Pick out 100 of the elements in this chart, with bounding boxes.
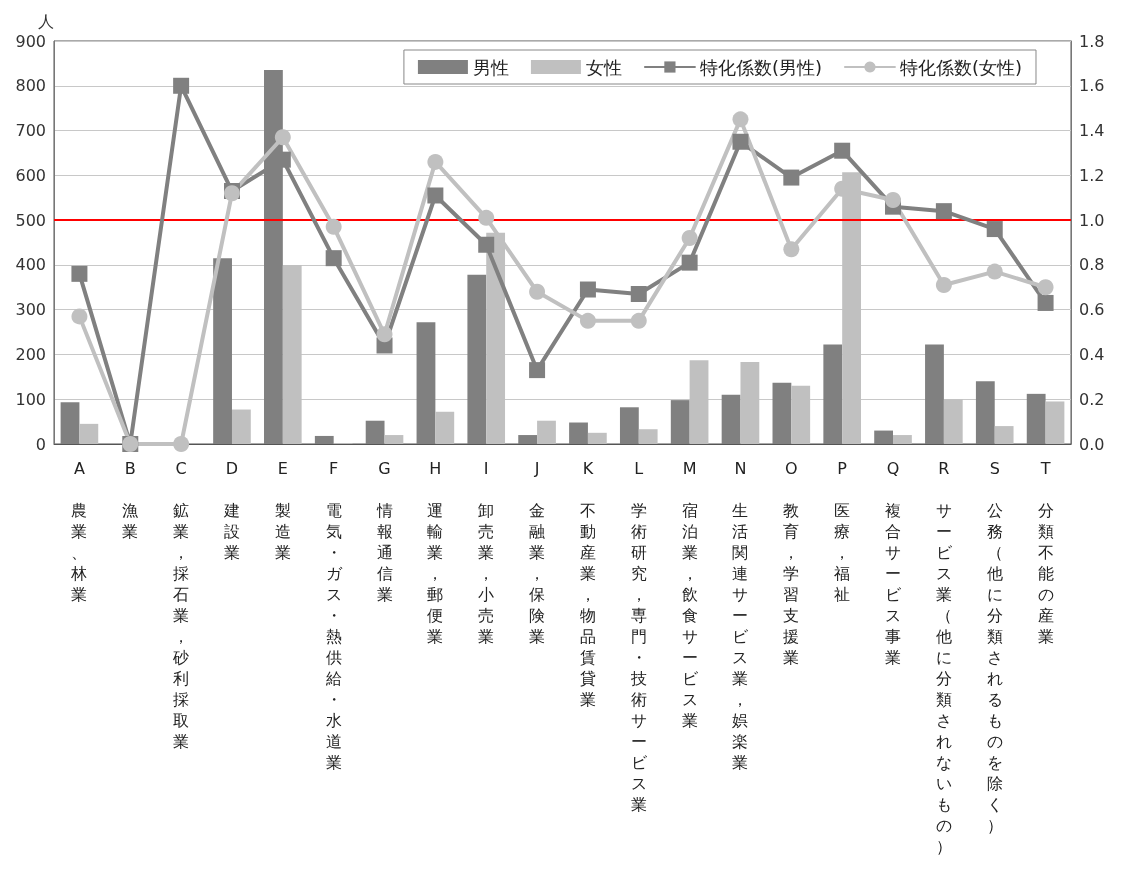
y-tick-label: 700 [15, 121, 46, 141]
point [834, 142, 851, 159]
point [274, 129, 291, 146]
y2-tick-label: 0.8 [1079, 255, 1105, 275]
point [935, 203, 952, 220]
point [1037, 294, 1054, 311]
point [529, 283, 546, 300]
point [681, 254, 698, 271]
point [986, 221, 1003, 238]
bar [569, 422, 588, 444]
point [325, 218, 342, 235]
y2-tick-label: 0.4 [1079, 344, 1105, 364]
bar [384, 435, 404, 444]
y-tick-label: 200 [15, 344, 46, 364]
bar [670, 400, 690, 444]
point [732, 111, 749, 128]
bar [619, 407, 639, 444]
bar [213, 258, 232, 444]
point [630, 312, 647, 329]
bar [537, 420, 556, 444]
legend-label: 女性 [585, 56, 622, 78]
category-label: P 医療，福祉 [834, 459, 851, 604]
y2-tick-label: 0.6 [1079, 300, 1105, 320]
point [71, 308, 88, 325]
category-label: A 農業、林業 [71, 459, 88, 604]
point [1037, 279, 1054, 296]
bar [60, 402, 80, 444]
y2-tick-label: 1.6 [1079, 76, 1105, 96]
category-label: B 漁業 [122, 459, 139, 541]
category-label: J 金融業，保険業 [529, 459, 546, 646]
category-label: N 生活関連サービス業，娯楽業 [732, 459, 749, 772]
y-tick-label: 0 [35, 434, 46, 454]
bar [518, 435, 538, 444]
category-label: I 卸売業，小売業 [478, 459, 495, 646]
category-label: S 公務（他に分類されるものを除く） [986, 459, 1003, 835]
point [71, 265, 88, 282]
point [173, 436, 190, 452]
point [630, 285, 647, 302]
y-axis-title: 人 [38, 11, 54, 31]
point [529, 362, 546, 379]
point [579, 281, 596, 298]
category-label: H 運輸業，郵便業 [427, 459, 444, 646]
legend-label: 男性 [472, 56, 509, 78]
bar [721, 394, 741, 444]
category-label: Q 複合サービス事業 [885, 459, 902, 667]
point [427, 153, 444, 170]
y2-tick-label: 1.8 [1079, 31, 1105, 51]
point [376, 326, 393, 343]
category-label: O 教育，学習支援業 [783, 459, 800, 667]
bar [365, 420, 385, 444]
point [986, 263, 1003, 280]
category-label: C 鉱業，採石業，砂利採取業 [173, 459, 190, 751]
category-label: L 学術研究，専門・技術サービス業 [630, 459, 647, 814]
bar [994, 426, 1014, 444]
y2-tick-label: 1.4 [1079, 121, 1105, 141]
bar [772, 382, 792, 444]
category-label: D 建設業 [223, 459, 240, 562]
point [173, 77, 190, 94]
category-label: F 電気・ガス・熱供給・水道業 [325, 459, 342, 772]
point [427, 187, 444, 204]
bar [416, 322, 436, 444]
category-label: R サービス業（他に分類されないもの） [935, 459, 952, 856]
bar [587, 432, 607, 444]
point [478, 209, 495, 226]
bar [79, 423, 99, 444]
y-tick-label: 600 [15, 165, 46, 185]
category-label: T 分類不能の産業 [1037, 459, 1054, 646]
y-tick-label: 800 [15, 76, 46, 96]
point [935, 277, 952, 294]
bar [467, 274, 487, 444]
bar [925, 344, 944, 444]
point [681, 230, 698, 247]
y-tick-label: 900 [15, 31, 46, 51]
legend-label: 特化係数(男性) [699, 56, 822, 78]
y2-tick-label: 1.0 [1079, 210, 1105, 230]
category-label: M 宿泊業，飲食サービス業 [681, 459, 698, 730]
bar [314, 435, 334, 444]
y-tick-label: 400 [15, 255, 46, 275]
point [732, 133, 749, 150]
bar [823, 344, 843, 444]
y-tick-label: 100 [15, 389, 46, 409]
y2-tick-label: 0.0 [1079, 434, 1105, 454]
y-tick-label: 500 [15, 210, 46, 230]
bar [638, 429, 658, 444]
y-tick-label: 300 [15, 300, 46, 320]
y2-tick-label: 1.2 [1079, 165, 1105, 185]
category-label: K 不動産業，物品賃貸業 [579, 459, 596, 709]
point [783, 241, 800, 258]
bar [975, 381, 995, 444]
point [325, 250, 342, 267]
bar [874, 430, 894, 444]
point [885, 191, 902, 208]
point [478, 236, 495, 253]
category-label: G 情報通信業 [376, 459, 393, 604]
point [783, 169, 800, 186]
category-label: E 製造業 [274, 459, 291, 562]
bar [1026, 393, 1046, 444]
bar [893, 435, 912, 444]
y2-tick-label: 0.2 [1079, 389, 1105, 409]
bar [435, 411, 455, 444]
